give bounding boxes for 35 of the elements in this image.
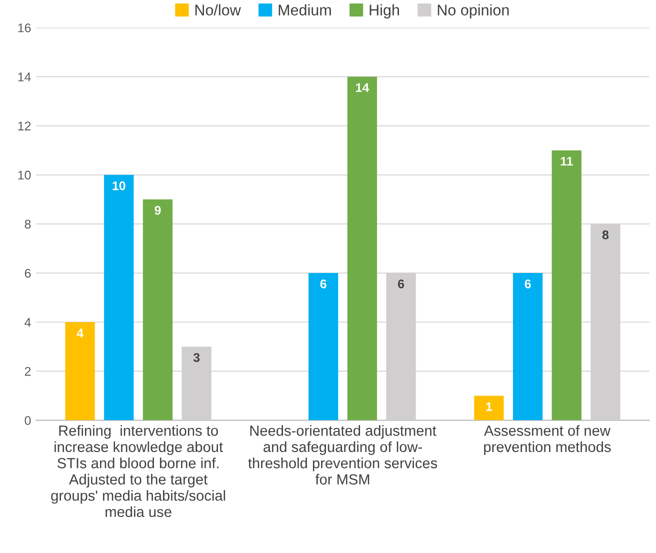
y-tick-label: 2 [24,367,31,376]
x-tick-label: Needs-orientated adjustment and safeguarding of low- threshold prevention services for MSM [248,425,438,485]
bar [104,174,134,420]
bar [512,273,543,420]
x-tick-label: Assessment of new prevention methods [484,425,611,455]
legend-label: Medium [278,4,331,16]
y-tick-label: 14 [18,72,31,82]
data-label: 10 [112,181,126,190]
y-tick-label: 8 [24,220,31,229]
data-label: 9 [154,206,161,215]
data-label: 11 [560,156,573,166]
data-label: 8 [602,230,609,240]
legend-label: High [370,4,399,18]
data-label: 14 [356,83,370,92]
data-label: 6 [524,280,531,288]
data-label: 6 [398,280,404,288]
bar [552,150,582,420]
data-label: 1 [486,402,492,411]
data-label: 3 [193,353,200,362]
y-tick-label: 6 [24,268,31,278]
y-tick-label: 16 [18,23,31,32]
y-tick-label: 12 [18,122,31,130]
y-tick-label: 0 [24,416,31,425]
bar [142,199,173,420]
bar [65,322,95,420]
y-tick-label: 10 [18,170,31,180]
y-tick-label: 4 [24,318,31,327]
data-label: 4 [76,328,84,338]
bar [308,273,338,420]
bar [347,76,378,420]
data-label: 6 [320,280,326,288]
legend-label: No/low [195,4,241,16]
x-tick-label: Refining interventions to increase knowledge about STIs and blood borne inf. Adjusted to the target groups' media habits/social media use [51,425,226,518]
bar [474,396,504,420]
legend-label: No opinion [438,4,509,18]
